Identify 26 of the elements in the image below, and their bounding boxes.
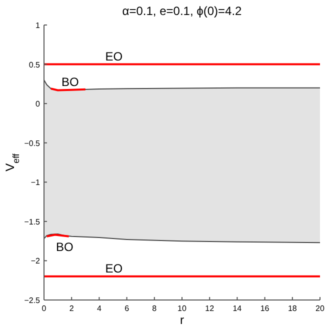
x-axis-title: r <box>180 313 184 327</box>
y-tick-label: −1 <box>30 178 41 188</box>
x-tick-label: 8 <box>152 304 158 313</box>
chart-title: α=0.1, e=0.1, ϕ(0)=4.2 <box>122 4 242 18</box>
x-tick-label: 20 <box>316 304 325 313</box>
y-tick-label: −2 <box>30 256 41 266</box>
y-tick-label: −0.5 <box>24 138 41 148</box>
y-tick-label: 0.5 <box>28 60 41 70</box>
x-tick-label: 6 <box>124 304 130 313</box>
y-tick-label: 0 <box>36 100 41 109</box>
annotation: BO <box>56 240 74 254</box>
y-tick-label: 1 <box>36 21 41 30</box>
ref-line-label: EO <box>105 49 123 64</box>
y-tick-label: −2.5 <box>24 296 41 305</box>
ref-line-label: EO <box>105 261 123 276</box>
x-tick-label: 4 <box>96 304 102 313</box>
line-series <box>44 234 320 244</box>
x-tick-label: 2 <box>69 304 74 313</box>
x-tick-label: 10 <box>178 304 187 313</box>
x-tick-label: 14 <box>232 304 242 313</box>
x-tick-label: 12 <box>205 304 215 313</box>
y-tick-label: −1.5 <box>24 217 41 226</box>
x-tick-label: 0 <box>42 304 47 313</box>
annotation: BO <box>62 75 79 90</box>
x-tick-label: 16 <box>260 304 270 313</box>
x-tick-label: 18 <box>288 304 298 313</box>
